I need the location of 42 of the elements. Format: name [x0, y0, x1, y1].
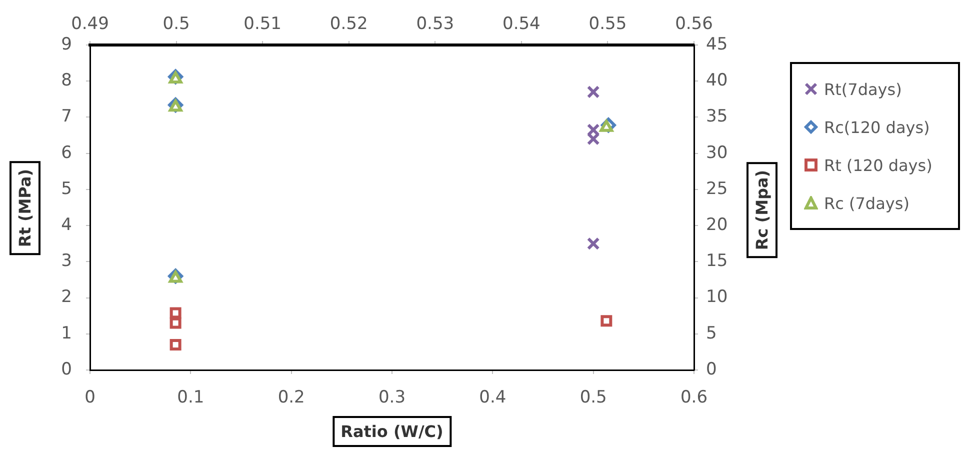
- y2-tick-label: 15: [706, 251, 728, 272]
- x2-tick-label: 0.49: [71, 14, 109, 34]
- x2-tick-label: 0.56: [675, 14, 713, 34]
- y2-tick-label: 35: [706, 106, 728, 127]
- y-tick-label: 8: [61, 70, 72, 91]
- x-axis-title: Ratio (W/C): [332, 416, 452, 447]
- legend-label: Rt(7days): [824, 80, 902, 98]
- y-tick-label: 3: [61, 251, 72, 272]
- y2-tick-label: 40: [706, 70, 728, 91]
- y-tick-label: 5: [61, 178, 72, 199]
- y-tick-label: 0: [61, 359, 72, 380]
- legend-label: Rc (7days): [824, 194, 910, 212]
- x-tick-label: 0.5: [580, 388, 607, 408]
- y2-tick-label: 25: [706, 178, 728, 199]
- y2-tick-label: 10: [706, 287, 728, 308]
- x-tick-label: 0.3: [378, 388, 406, 408]
- y-tick-label: 1: [61, 323, 72, 344]
- x-tick-label: 0: [84, 388, 96, 408]
- x2-tick-label: 0.53: [416, 14, 454, 34]
- y-tick-label: 6: [61, 142, 72, 163]
- x-tick-label: 0.6: [680, 388, 708, 408]
- y-tick-label: 2: [61, 287, 72, 308]
- legend-label: Rc(120 days): [824, 118, 930, 136]
- legend-label: Rt (120 days): [824, 156, 932, 174]
- y2-tick-label: 0: [706, 359, 717, 380]
- y2-tick-label: 30: [706, 142, 728, 163]
- x2-tick-label: 0.51: [244, 14, 282, 34]
- y2-tick-label: 20: [706, 214, 728, 235]
- y-tick-label: 7: [61, 106, 72, 127]
- y-axis-title: Rt (MPa): [10, 160, 40, 256]
- y-tick-label: 4: [61, 214, 72, 235]
- x-tick-label: 0.1: [177, 388, 204, 408]
- y-tick-label: 9: [61, 34, 72, 54]
- x2-tick-label: 0.54: [502, 14, 540, 34]
- y2-tick-label: 5: [706, 323, 717, 344]
- x2-tick-label: 0.52: [330, 14, 368, 34]
- y2-axis-title: Rc (Mpa): [746, 162, 778, 258]
- x-tick-label: 0.4: [479, 388, 506, 408]
- x2-tick-label: 0.55: [588, 14, 627, 34]
- y2-tick-label: 45: [706, 34, 728, 54]
- x2-tick-label: 0.5: [162, 14, 190, 34]
- x-tick-label: 0.2: [278, 388, 305, 408]
